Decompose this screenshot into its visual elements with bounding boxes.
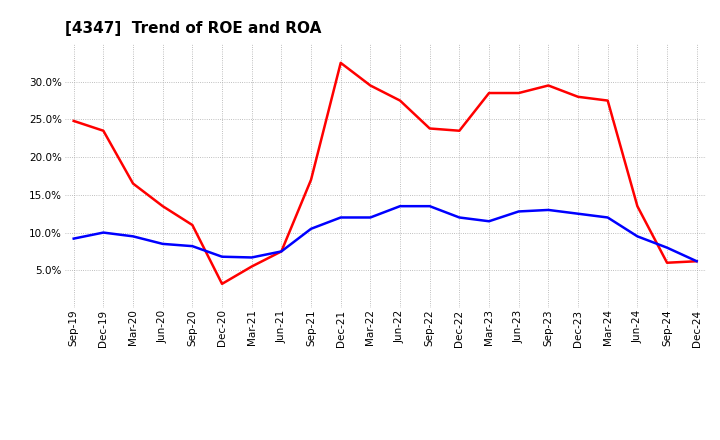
ROA (544, 207, 553, 213)
ROE (603, 98, 612, 103)
ROA (693, 259, 701, 264)
Line: ROE: ROE (73, 63, 697, 284)
ROE (307, 177, 315, 183)
ROA (248, 255, 256, 260)
ROE (188, 222, 197, 227)
ROA (662, 245, 671, 250)
ROA (336, 215, 345, 220)
ROE (248, 264, 256, 269)
ROA (426, 204, 434, 209)
ROE (366, 83, 374, 88)
ROE (277, 249, 286, 254)
ROE (662, 260, 671, 265)
ROE (99, 128, 108, 133)
ROE (129, 181, 138, 186)
ROE (693, 259, 701, 264)
ROE (69, 118, 78, 124)
ROE (544, 83, 553, 88)
ROA (366, 215, 374, 220)
ROA (455, 215, 464, 220)
ROA (188, 243, 197, 249)
ROA (574, 211, 582, 216)
ROA (129, 234, 138, 239)
ROA (396, 204, 405, 209)
ROE (485, 90, 493, 95)
ROE (633, 204, 642, 209)
ROE (455, 128, 464, 133)
Line: ROA: ROA (73, 206, 697, 261)
ROA (485, 219, 493, 224)
Text: [4347]  Trend of ROE and ROA: [4347] Trend of ROE and ROA (65, 21, 321, 36)
ROE (574, 94, 582, 99)
ROA (277, 249, 286, 254)
ROA (217, 254, 226, 259)
ROA (633, 234, 642, 239)
ROA (99, 230, 108, 235)
ROE (396, 98, 405, 103)
ROE (514, 90, 523, 95)
ROA (307, 226, 315, 231)
ROA (158, 241, 167, 246)
ROE (426, 126, 434, 131)
ROE (336, 60, 345, 66)
ROA (603, 215, 612, 220)
ROA (69, 236, 78, 241)
ROE (217, 281, 226, 286)
ROA (514, 209, 523, 214)
ROE (158, 204, 167, 209)
